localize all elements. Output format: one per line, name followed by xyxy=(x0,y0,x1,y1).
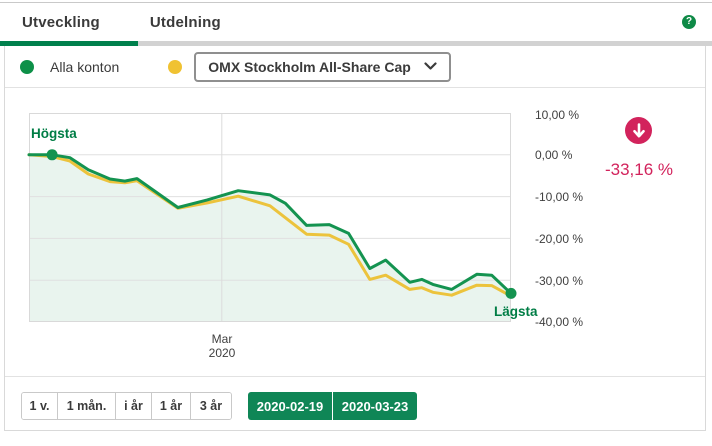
highest-point-marker xyxy=(46,149,58,161)
index-series-dot xyxy=(168,59,183,74)
tab-underline-track xyxy=(0,41,712,46)
help-icon[interactable]: ? xyxy=(682,15,696,29)
range-button-group: 1 v. 1 mån. i år 1 år 3 år xyxy=(21,392,232,420)
chart-region: 10,00 % 0,00 % -10,00 % -20,00 % -30,00 … xyxy=(5,88,705,376)
change-direction-badge xyxy=(625,117,652,144)
total-change-value: -33,16 % xyxy=(604,160,674,179)
x-axis-tick-month: Mar xyxy=(211,332,233,346)
top-divider xyxy=(0,2,712,3)
series-line-omx-stockholm-all-share-cap xyxy=(27,153,513,298)
highest-point-label: Högsta xyxy=(31,126,77,141)
y-axis-tick: -20,00 % xyxy=(535,232,584,246)
range-button-iar[interactable]: i år xyxy=(116,393,152,419)
plot-border xyxy=(29,113,511,322)
y-axis-tick: 10,00 % xyxy=(535,108,580,122)
to-date-button[interactable]: 2020-03-23 xyxy=(333,392,417,420)
x-axis-tick: Mar 2020 xyxy=(172,332,272,360)
range-button-1man[interactable]: 1 mån. xyxy=(58,393,116,419)
arrow-down-icon xyxy=(632,122,645,137)
series-line-alla-konton xyxy=(27,153,513,295)
y-axis-tick: -40,00 % xyxy=(535,315,584,329)
tab-utveckling[interactable]: Utveckling xyxy=(22,13,100,31)
y-axis-tick: -10,00 % xyxy=(535,190,584,204)
range-button-1v[interactable]: 1 v. xyxy=(22,393,58,419)
range-button-3ar[interactable]: 3 år xyxy=(191,393,231,419)
performance-panel: Alla konton OMX Stockholm All-Share Cap … xyxy=(4,46,706,431)
x-axis-tick-year: 2020 xyxy=(208,346,236,360)
tab-bar: Utveckling Utdelning xyxy=(0,3,712,41)
chevron-down-icon xyxy=(424,62,437,70)
performance-chart[interactable] xyxy=(27,113,517,322)
y-axis-tick: 0,00 % xyxy=(535,148,573,162)
lowest-point-label: Lägsta xyxy=(494,304,538,319)
active-tab-indicator xyxy=(0,41,138,46)
index-select-value: OMX Stockholm All-Share Cap xyxy=(208,58,411,75)
index-select-dropdown[interactable]: OMX Stockholm All-Share Cap xyxy=(194,51,451,82)
tab-utdelning[interactable]: Utdelning xyxy=(149,13,221,31)
question-mark-glyph: ? xyxy=(685,16,693,27)
date-range-group: 2020-02-19 2020-03-23 xyxy=(248,392,417,420)
lowest-point-marker xyxy=(505,287,517,299)
accounts-series-dot xyxy=(20,59,34,74)
range-button-1ar[interactable]: 1 år xyxy=(152,393,191,419)
legend-row: Alla konton OMX Stockholm All-Share Cap xyxy=(5,46,705,88)
from-date-button[interactable]: 2020-02-19 xyxy=(248,392,332,420)
y-axis-tick: -30,00 % xyxy=(535,274,584,288)
footer-row: 1 v. 1 mån. i år 1 år 3 år 2020-02-19 20… xyxy=(5,376,705,431)
accounts-series-label: Alla konton xyxy=(50,58,120,75)
